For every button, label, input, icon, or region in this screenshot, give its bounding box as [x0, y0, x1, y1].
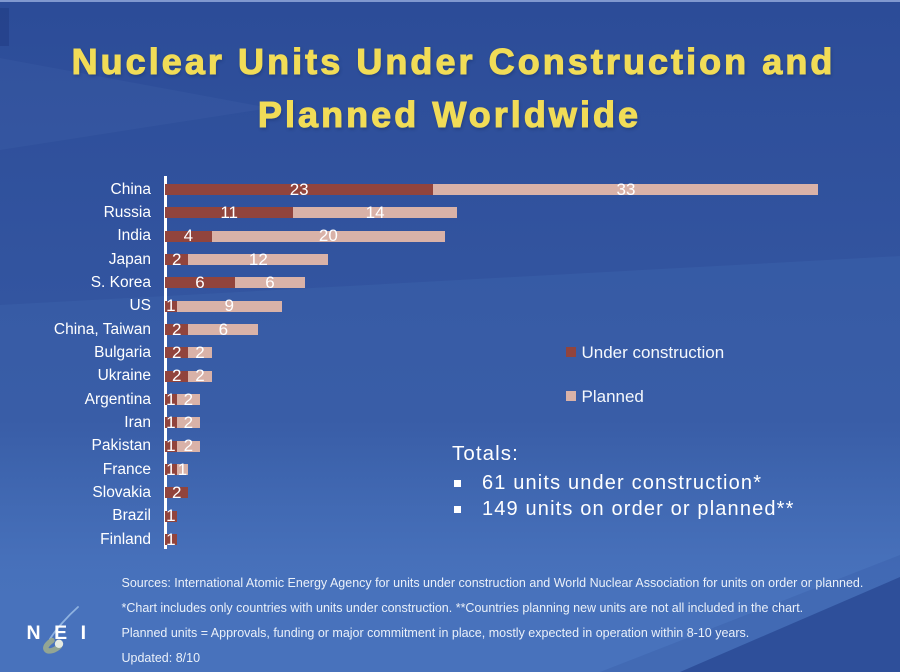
svg-text:NEI: NEI: [27, 622, 100, 644]
